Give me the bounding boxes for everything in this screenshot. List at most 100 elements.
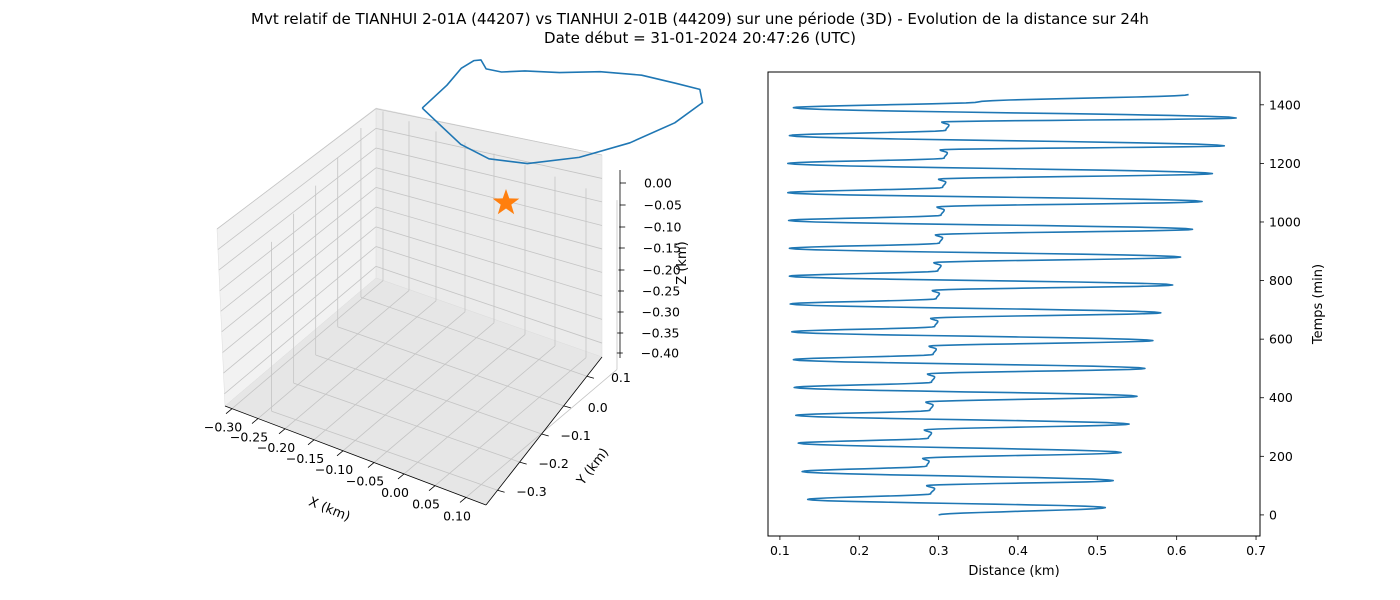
- z-ticks-3d: 0.00 −0.05 −0.10 −0.15 −0.20 −0.25 −0.30 −0.35 −…: [616, 176, 682, 361]
- z-tick-label: −0.25: [642, 284, 680, 299]
- x-axis-label-2d: Distance (km): [968, 564, 1059, 579]
- z-tick-label: −0.20: [642, 263, 680, 278]
- grid-line-z: [220, 187, 377, 312]
- y-axis-line: [485, 356, 603, 506]
- x-tick-label: −0.20: [257, 440, 295, 455]
- y-ticks-3d: −0.3 −0.2 −0.1 0.00.1: [497, 370, 631, 499]
- y-tick-label: 400: [1269, 390, 1293, 405]
- y-tick-label: 0.1: [611, 370, 631, 385]
- grid-line-z: [375, 187, 603, 250]
- distance-line: [786, 93, 1237, 516]
- grid-line-x: [231, 280, 384, 409]
- z-tick-label: −0.30: [642, 305, 680, 320]
- x-tick-label: 0.2: [849, 543, 869, 558]
- grid-line-z: [375, 246, 603, 320]
- grid-line-x: [342, 322, 495, 452]
- grid-line-x: [403, 345, 556, 475]
- grid-line-z: [222, 226, 377, 353]
- x-ticks-2d: 0.1 0.2 0.3 0.4 0.5 0.6 0.7: [770, 536, 1266, 558]
- z-tick-label: −0.10: [643, 220, 681, 235]
- x-tick-label: 0.00: [381, 485, 409, 500]
- grid-line-z: [375, 147, 603, 203]
- grid-line-x: [257, 290, 410, 419]
- grid-line-x: [284, 300, 437, 430]
- x-tick-label: −0.05: [346, 474, 384, 489]
- x-tick-label: −0.25: [230, 430, 268, 445]
- x-tick-label: 0.5: [1087, 543, 1107, 558]
- grid-line-z: [224, 266, 377, 395]
- grid-line-y: [337, 326, 564, 407]
- x-tick-label: 0.6: [1167, 543, 1187, 558]
- grid-line-z: [375, 127, 603, 179]
- x-tick-mark: [397, 473, 405, 480]
- x-tick-label: −0.10: [315, 462, 353, 477]
- y-axis-label-3d: Y (km): [574, 446, 613, 489]
- y-tick-label: −0.1: [561, 428, 591, 443]
- grid-line-z: [216, 108, 377, 230]
- z-axis-label-3d: Z (km): [675, 241, 690, 284]
- x-tick-mark: [336, 450, 344, 457]
- y-tick-label: 200: [1269, 449, 1293, 464]
- z-tick-label: −0.15: [643, 241, 681, 256]
- x-axis-label-3d: X (km): [306, 495, 352, 525]
- grid-line-z: [375, 226, 603, 297]
- y-tick-label: 800: [1269, 273, 1293, 288]
- grid-line-z: [375, 265, 603, 344]
- z-tick-label: −0.40: [641, 346, 679, 361]
- x-tick-label: −0.15: [286, 451, 324, 466]
- grid-line-y: [360, 296, 588, 377]
- y-tick-mark: [497, 489, 505, 493]
- x-tick-label: 0.3: [929, 543, 949, 558]
- y-tick-label: 1000: [1269, 214, 1301, 229]
- grid-line-z: [221, 206, 377, 333]
- grid-line-x: [313, 311, 466, 441]
- y-tick-label: −0.3: [516, 484, 546, 499]
- x-tick-mark: [251, 418, 259, 424]
- x-tick-mark: [428, 485, 436, 491]
- x-axis-line: [224, 405, 487, 506]
- x-tick-mark: [278, 428, 286, 435]
- grid-line-z: [218, 147, 377, 271]
- grid-line-z: [223, 246, 377, 374]
- trajectory-group: [421, 59, 704, 165]
- grid-line-y: [271, 410, 498, 491]
- y-ticks-2d: 0 200 400 600 800 1000 1200 1400: [1260, 97, 1301, 522]
- y-axis-label-2d: Temps (min): [1311, 264, 1326, 345]
- grid-line-y: [315, 354, 542, 435]
- y-tick-label: 1200: [1269, 156, 1301, 171]
- grid-line-x: [434, 357, 587, 486]
- grid-line-z: [375, 167, 603, 226]
- trajectory-3d-plot: −0.30−0.25−0.20−0.15−0.10−0.050.000.050.…: [204, 59, 704, 525]
- x-tick-label: 0.10: [443, 508, 471, 523]
- z-tick-label: −0.35: [641, 326, 679, 341]
- distance-time-plot: 0.1 0.2 0.3 0.4 0.5 0.6 0.7 0 200 400 600 800 1000 1…: [767, 71, 1326, 579]
- x-tick-label: 0.4: [1008, 543, 1028, 558]
- grid-line-y: [293, 382, 520, 463]
- y-tick-mark: [563, 405, 571, 409]
- x-tick-mark: [307, 439, 315, 446]
- title-line-2: Date début = 31-01-2024 20:47:26 (UTC): [544, 29, 856, 47]
- axes-3d: [224, 170, 621, 506]
- x-tick-label: 0.1: [770, 543, 790, 558]
- chart-title: Mvt relatif de TIANHUI 2-01A (44207) vs …: [0, 10, 1400, 48]
- y-tick-label: 0: [1269, 507, 1277, 522]
- y-tick-mark: [586, 375, 595, 379]
- grid-3d: [216, 108, 618, 498]
- y-tick-label: 1400: [1269, 97, 1301, 112]
- grid-line-z: [217, 128, 377, 250]
- trajectory-line: [421, 59, 704, 165]
- distance-series: [786, 93, 1237, 516]
- grid-line-z: [375, 206, 603, 273]
- x-tick-mark: [367, 462, 375, 468]
- z-tick-label: −0.05: [644, 198, 682, 213]
- x-tick-label: −0.30: [204, 420, 242, 435]
- x-tick-label: 0.05: [412, 497, 440, 512]
- grid-line-x: [373, 334, 526, 463]
- plot-frame: [767, 71, 1261, 537]
- grid-line-z: [375, 108, 603, 156]
- y-tick-label: −0.2: [538, 456, 568, 471]
- title-line-1: Mvt relatif de TIANHUI 2-01A (44207) vs …: [251, 10, 1149, 28]
- x-tick-mark: [459, 497, 467, 503]
- grid-line-z: [219, 167, 377, 292]
